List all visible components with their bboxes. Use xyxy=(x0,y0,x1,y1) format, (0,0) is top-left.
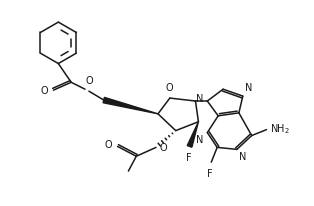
Text: N: N xyxy=(239,152,246,162)
Polygon shape xyxy=(103,97,158,114)
Text: N: N xyxy=(245,83,252,93)
Text: O: O xyxy=(86,76,94,86)
Text: NH$_2$: NH$_2$ xyxy=(270,122,290,136)
Polygon shape xyxy=(187,122,198,147)
Text: O: O xyxy=(160,143,168,153)
Text: N: N xyxy=(196,135,203,145)
Text: O: O xyxy=(41,86,48,96)
Text: N: N xyxy=(196,94,203,104)
Text: F: F xyxy=(208,169,213,179)
Text: O: O xyxy=(165,83,173,93)
Text: F: F xyxy=(186,153,191,163)
Text: O: O xyxy=(105,140,113,150)
